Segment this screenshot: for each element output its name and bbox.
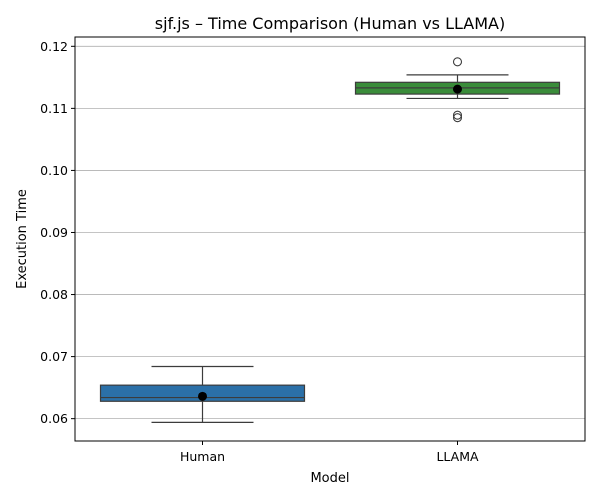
x-ticks: Human LLAMA: [180, 441, 479, 464]
mean-marker: [453, 84, 462, 94]
mean-marker: [198, 391, 207, 401]
y-tick-label: 0.09: [40, 225, 68, 240]
outlier-point: [452, 110, 463, 120]
box-human: [99, 365, 306, 423]
y-tick-label: 0.06: [40, 411, 68, 426]
y-tick-label: 0.11: [40, 101, 68, 116]
y-axis-label: Execution Time: [15, 189, 30, 289]
x-tick-label: Human: [180, 449, 225, 464]
outlier-point: [452, 57, 463, 67]
boxes: [99, 57, 561, 423]
y-ticks: 0.06 0.07 0.08 0.09 0.10 0.11 0.12: [40, 39, 75, 426]
x-axis-label: Model: [310, 471, 349, 486]
box-llama: [354, 57, 561, 123]
grid-lines: [75, 45, 585, 420]
x-tick-label: LLAMA: [436, 449, 479, 464]
y-tick-label: 0.08: [40, 287, 68, 302]
chart-title: sjf.js – Time Comparison (Human vs LLAMA…: [155, 14, 505, 33]
outlier-point: [452, 113, 463, 123]
y-tick-label: 0.07: [40, 349, 68, 364]
y-tick-label: 0.10: [40, 163, 68, 178]
y-tick-label: 0.12: [40, 39, 68, 54]
plot-frame: [74, 36, 586, 442]
